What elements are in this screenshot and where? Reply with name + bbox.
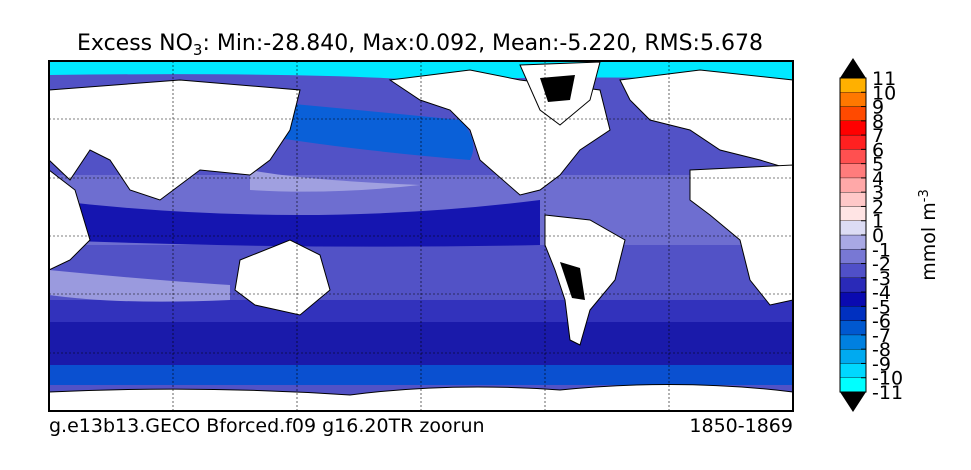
colorbar-tick-label: 7 xyxy=(872,125,884,147)
map xyxy=(48,60,794,412)
land-south-america xyxy=(544,214,626,346)
ocean-band xyxy=(250,100,474,160)
title-rest: : Min:-28.840, Max:0.092, Mean:-5.220, R… xyxy=(202,31,763,56)
colorbar-tick-label: 0 xyxy=(872,225,884,247)
footer-left: g.e13b13.GECO Bforced.f09 g16.20TR zooru… xyxy=(49,415,485,437)
colorbar-bin xyxy=(839,220,867,236)
colorbar-extend-top xyxy=(840,58,866,78)
colorbar-bin xyxy=(839,263,867,278)
colorbar-tick-label: -6 xyxy=(872,311,891,333)
colorbar-tick-label: 10 xyxy=(872,82,896,104)
colorbar-extend-bottom xyxy=(840,392,866,412)
map-frame xyxy=(48,60,794,412)
ocean-band xyxy=(250,170,420,192)
colorbar-bin xyxy=(839,249,867,264)
colorbar-bin xyxy=(839,77,867,93)
colorbar-bin xyxy=(839,320,867,336)
colorbar-tick-label: 8 xyxy=(872,111,884,133)
colorbar-tick-label: 9 xyxy=(872,97,884,119)
colorbar-bin xyxy=(839,120,867,136)
land-eurasia xyxy=(48,79,301,201)
colorbar-bin xyxy=(839,377,867,393)
land-greenland-ice xyxy=(540,75,575,102)
colorbar-tick-label: -2 xyxy=(872,254,891,276)
colorbar-bin xyxy=(839,363,867,378)
map-title: Excess NO3: Min:-28.840, Max:0.092, Mean… xyxy=(77,31,763,59)
colorbar-label: mmol m-3 xyxy=(917,189,940,280)
land-andes xyxy=(560,262,585,300)
colorbar-tick-label: 11 xyxy=(872,68,896,90)
colorbar-bin xyxy=(839,291,867,307)
colorbar-tick-label: 5 xyxy=(872,154,884,176)
colorbar-bin xyxy=(839,206,867,221)
colorbar-tick-label: -11 xyxy=(872,382,903,404)
colorbar-tick-label: -10 xyxy=(872,368,903,390)
land-europe xyxy=(619,69,794,171)
colorbar-bin xyxy=(839,192,867,207)
map-graticule xyxy=(49,61,793,411)
footer-right: 1850-1869 xyxy=(689,415,793,437)
colorbar-bin xyxy=(839,334,867,350)
colorbar-tick-label: 4 xyxy=(872,168,884,190)
colorbar-tick-label: -9 xyxy=(872,353,891,375)
colorbar-bin xyxy=(839,134,867,150)
colorbar-bin xyxy=(839,163,867,179)
colorbar-tick-label: -8 xyxy=(872,339,891,361)
colorbar-tick-label: -3 xyxy=(872,268,891,290)
ocean-band xyxy=(49,200,540,247)
colorbar-tick-label: 2 xyxy=(872,196,884,218)
title-text: Excess NO xyxy=(77,31,193,56)
colorbar-bin xyxy=(839,92,867,107)
title-subscript: 3 xyxy=(193,41,203,59)
colorbar-bin xyxy=(839,106,867,121)
colorbar-bin xyxy=(839,234,867,250)
colorbar-tick-label: 1 xyxy=(872,211,884,233)
colorbar-label-superscript: -3 xyxy=(917,189,932,202)
colorbar-tick-label: -4 xyxy=(872,282,891,304)
colorbar-bin xyxy=(839,177,867,193)
colorbar-bin xyxy=(839,306,867,321)
colorbar-label-text: mmol m xyxy=(918,202,940,280)
land-australia xyxy=(234,239,331,316)
colorbar-bin xyxy=(839,149,867,164)
colorbar-tick-label: -5 xyxy=(872,296,891,318)
colorbar-tick-label: -1 xyxy=(872,239,891,261)
colorbar-tick-label: -7 xyxy=(872,325,891,347)
colorbar-tick-label: 6 xyxy=(872,139,884,161)
ocean-band xyxy=(49,300,793,325)
colorbar-tick-label: 3 xyxy=(872,182,884,204)
colorbar-bin xyxy=(839,277,867,293)
colorbar-bin xyxy=(839,349,867,364)
